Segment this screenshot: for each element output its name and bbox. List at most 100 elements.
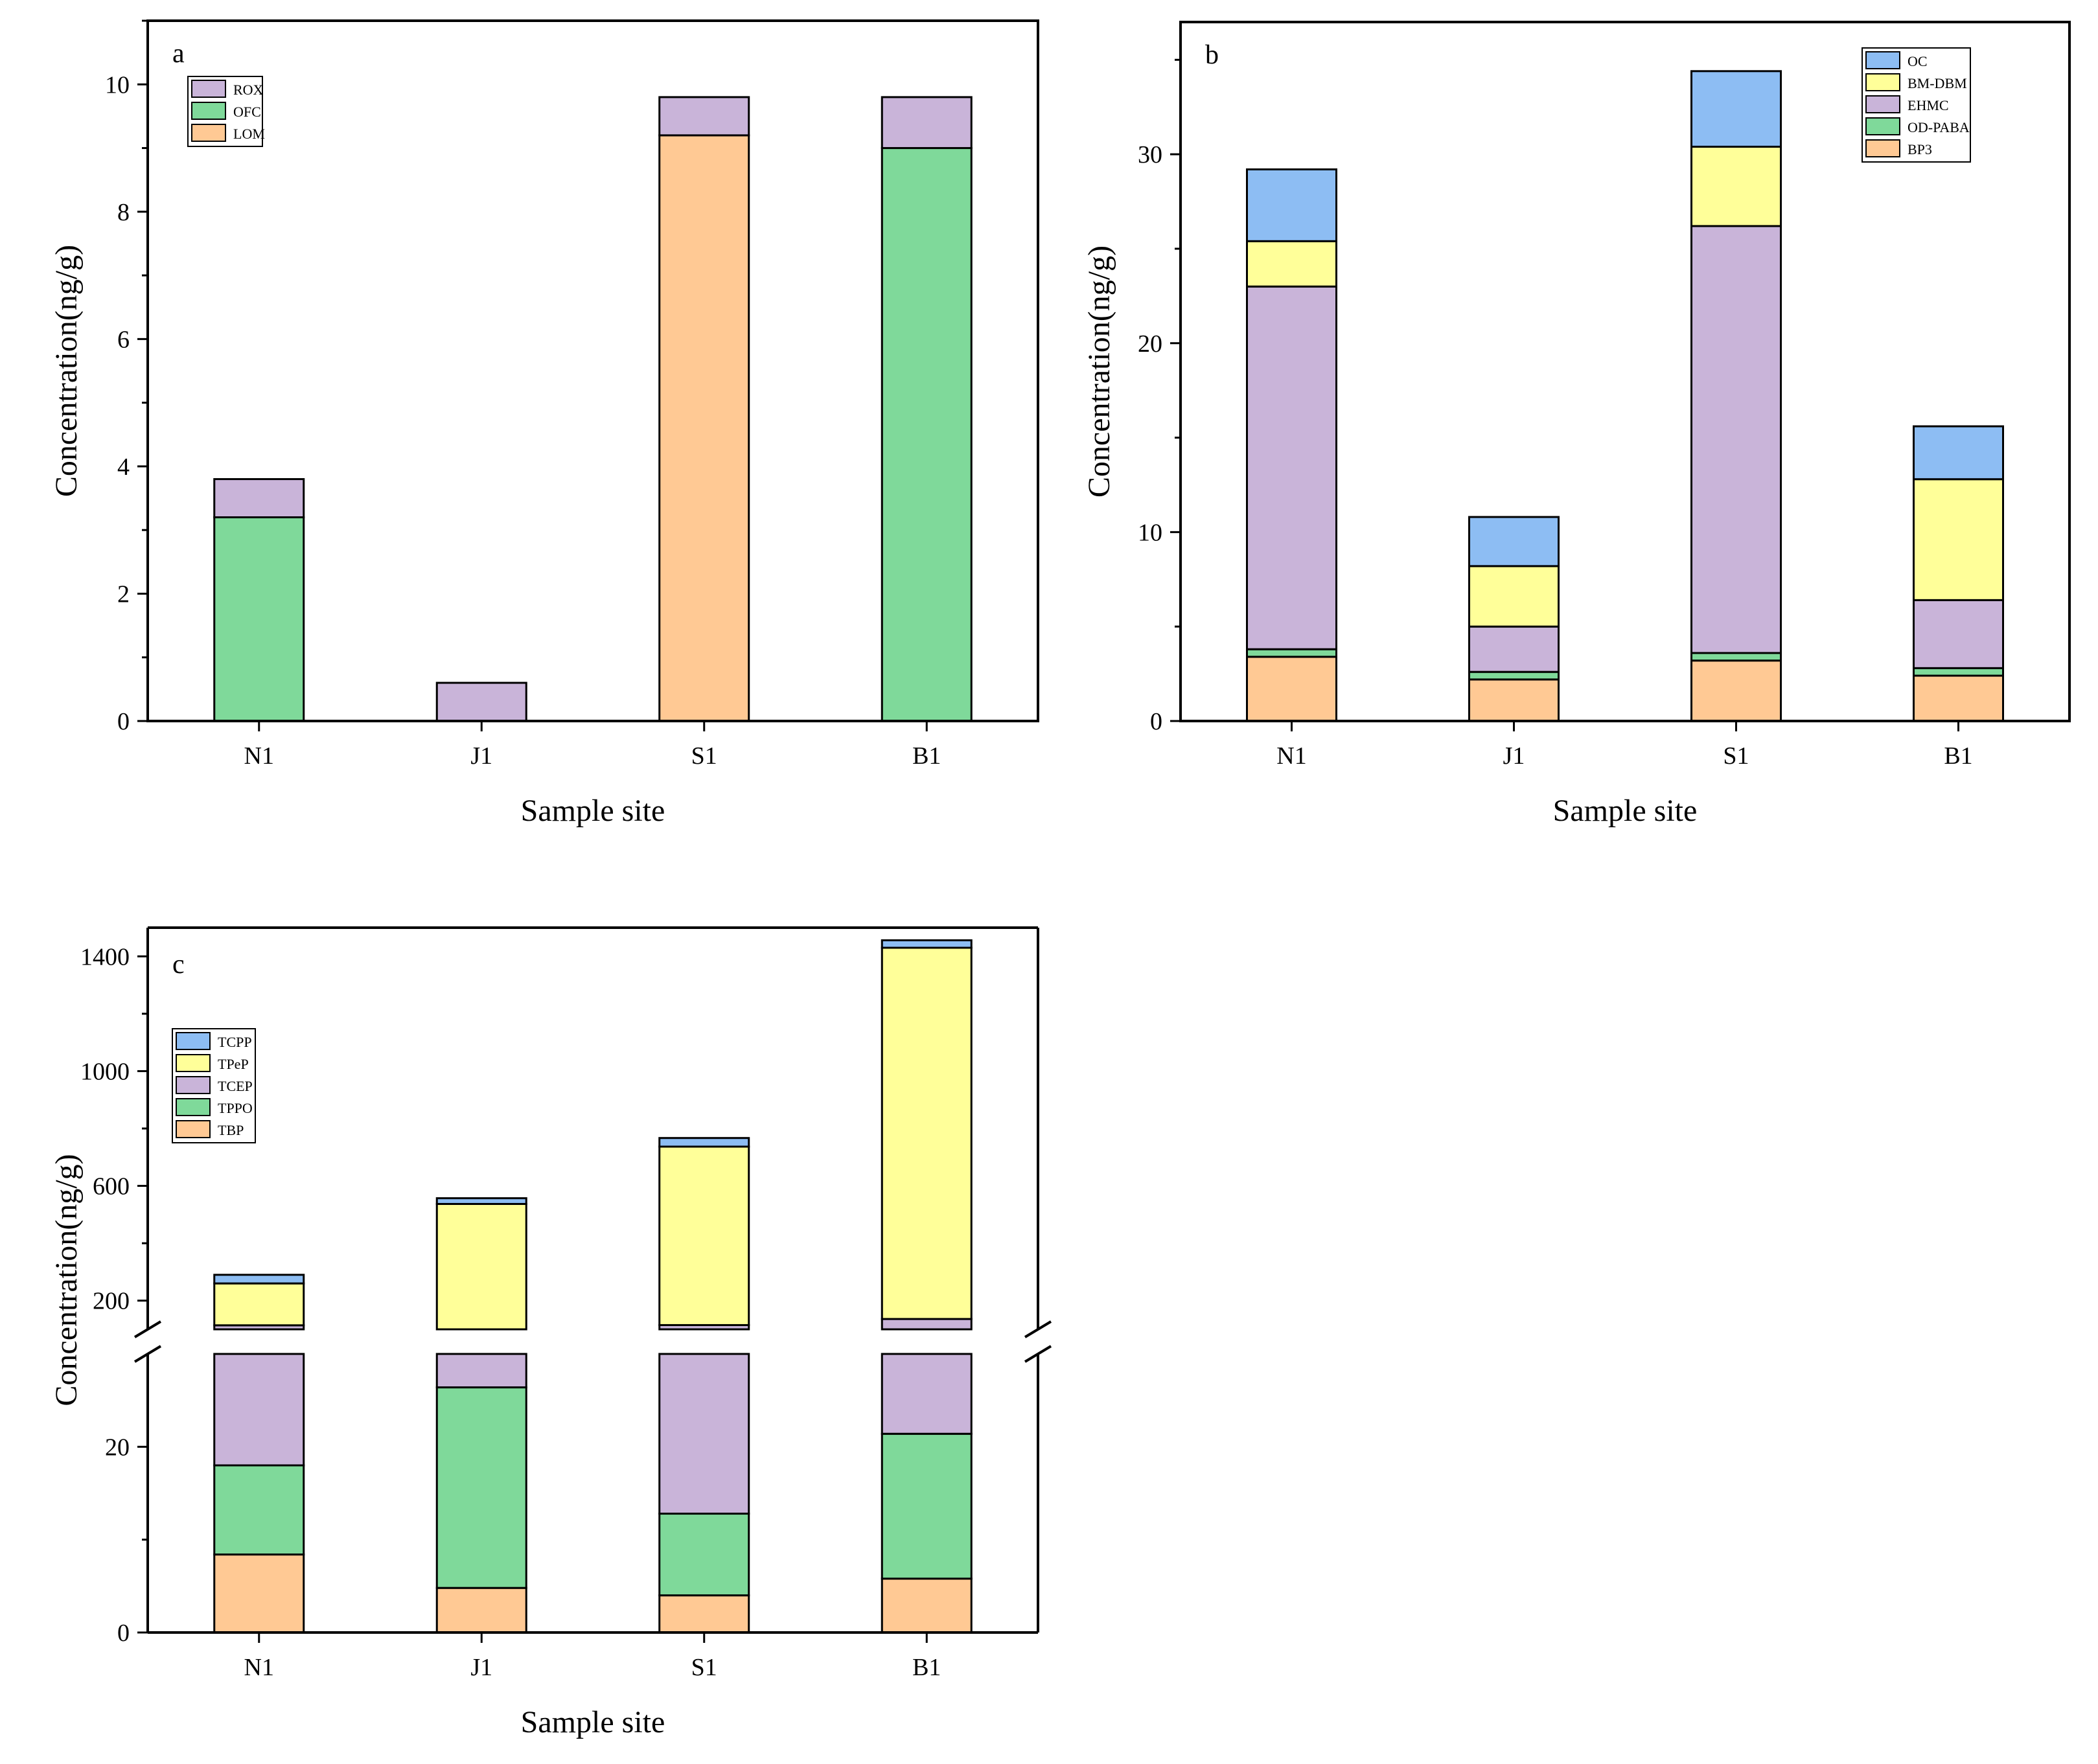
bar-b-S1-EHMC <box>1690 225 1782 654</box>
legend-label-c-TPeP: TPeP <box>218 1056 249 1072</box>
y-axis-title-a: Concentration(ng/g) <box>49 245 84 497</box>
legend-label-a-LOM: LOM <box>233 126 265 142</box>
legend-swatch-b-OC <box>1865 51 1900 69</box>
chart-panel-c: 200 600 1000 1400 0 20 N1 J1 S1 B1 c Sample site Con… <box>49 926 1064 1739</box>
bar-b-J1-OC <box>1468 516 1560 567</box>
bar-lower-c-N1-TCEP <box>213 1353 305 1467</box>
legend-swatch-a-LOM <box>191 124 226 142</box>
legend-label-a-ROX: ROX <box>233 82 264 98</box>
y-tick-label-upper-c-1400: 1400 <box>80 943 130 970</box>
panel-letter-b: b <box>1205 40 1219 70</box>
bar-b-J1-EHMC <box>1468 625 1560 673</box>
legend-label-b-EHMC: EHMC <box>1908 97 1949 113</box>
panel-letter-c: c <box>172 950 185 979</box>
bar-lower-c-J1-TCEP <box>435 1353 527 1389</box>
legend-label-b-OD-PABA: OD-PABA <box>1908 119 1970 135</box>
bar-lower-c-B1-TBP <box>881 1577 973 1634</box>
y-tick-label-lower-c-20: 20 <box>105 1434 130 1461</box>
bar-b-S1-BM-DBM <box>1690 145 1782 227</box>
bar-b-S1-BP3 <box>1690 659 1782 722</box>
x-tick-label-c-J1: J1 <box>470 1654 492 1681</box>
bar-upper-c-N1-TCPP <box>213 1274 305 1285</box>
bar-a-B1-OFC <box>881 147 973 722</box>
axis-break-band-c <box>122 1331 1064 1353</box>
y-tick-label-a-8: 8 <box>117 199 130 226</box>
legend-swatch-c-TPPO <box>176 1098 211 1116</box>
legend-swatch-c-TCEP <box>176 1076 211 1094</box>
x-tick-label-b-B1: B1 <box>1944 742 1972 770</box>
legend-label-b-OC: OC <box>1908 53 1928 69</box>
legend-swatch-b-BM-DBM <box>1865 73 1900 91</box>
bar-a-N1-ROX <box>213 478 305 519</box>
legend-swatch-c-TPeP <box>176 1054 211 1072</box>
x-tick-label-b-J1: J1 <box>1503 742 1525 770</box>
bar-b-N1-BM-DBM <box>1246 240 1337 288</box>
y-tick-label-a-0: 0 <box>117 708 130 735</box>
x-tick-label-a-S1: S1 <box>691 742 717 770</box>
legend-label-c-TBP: TBP <box>218 1122 244 1138</box>
x-tick-label-c-N1: N1 <box>244 1654 274 1681</box>
y-tick-label-a-4: 4 <box>117 453 130 481</box>
y-axis-title-b: Concentration(ng/g) <box>1082 246 1116 498</box>
bar-lower-c-N1-TBP <box>213 1553 305 1634</box>
bar-lower-c-B1-TPPO <box>881 1432 973 1580</box>
bar-b-N1-OC <box>1246 168 1337 242</box>
legend-label-a-OFC: OFC <box>233 104 261 120</box>
legend-swatch-c-TCPP <box>176 1032 211 1050</box>
y-tick-label-b-10: 10 <box>1138 519 1162 546</box>
bar-b-J1-BP3 <box>1468 678 1560 722</box>
bar-upper-c-B1-TCPP <box>881 939 973 949</box>
bar-a-N1-OFC <box>213 516 305 722</box>
y-tick-label-b-30: 30 <box>1138 141 1162 168</box>
bar-lower-c-J1-TPPO <box>435 1386 527 1589</box>
bar-b-S1-OD-PABA <box>1690 652 1782 662</box>
bar-upper-c-J1-TCPP <box>435 1197 527 1205</box>
y-tick-label-a-10: 10 <box>105 71 130 98</box>
y-tick-label-a-2: 2 <box>117 580 130 608</box>
bar-lower-c-N1-TPPO <box>213 1464 305 1556</box>
bar-upper-c-S1-TPeP <box>658 1145 750 1326</box>
legend-swatch-c-TBP <box>176 1120 211 1138</box>
bar-b-J1-BM-DBM <box>1468 565 1560 628</box>
legend-swatch-b-EHMC <box>1865 95 1900 113</box>
x-tick-label-c-B1: B1 <box>912 1654 941 1681</box>
bar-lower-c-S1-TPPO <box>658 1513 750 1597</box>
y-axis-title-c: Concentration(ng/g) <box>49 1154 84 1406</box>
x-axis-title-a: Sample site <box>521 794 665 828</box>
axis-break-mark-c-left-0 <box>133 1320 162 1338</box>
bar-a-J1-ROX <box>435 682 527 722</box>
bar-b-N1-EHMC <box>1246 285 1337 650</box>
panel-letter-a: a <box>172 39 185 69</box>
bar-a-S1-LOM <box>658 134 750 722</box>
x-tick-label-b-S1: S1 <box>1723 742 1749 770</box>
bar-upper-c-S1-TCPP <box>658 1137 750 1148</box>
bar-lower-c-S1-TCEP <box>658 1353 750 1515</box>
legend-label-b-BP3: BP3 <box>1908 141 1932 157</box>
bar-a-B1-ROX <box>881 96 973 150</box>
x-axis-title-b: Sample site <box>1553 794 1698 828</box>
plot-frame-a <box>146 19 1039 722</box>
y-tick-label-a-6: 6 <box>117 326 130 353</box>
legend-label-c-TCPP: TCPP <box>218 1034 252 1050</box>
bar-b-B1-OC <box>1913 425 2004 481</box>
bar-b-B1-BP3 <box>1913 674 2004 722</box>
bar-upper-c-J1-TPeP <box>435 1202 527 1331</box>
bar-b-N1-BP3 <box>1246 656 1337 722</box>
bar-b-B1-OD-PABA <box>1913 667 2004 677</box>
legend-label-c-TPPO: TPPO <box>218 1100 253 1116</box>
axis-break-mark-c-left-1 <box>133 1345 162 1363</box>
bar-b-S1-OC <box>1690 70 1782 148</box>
bar-a-S1-ROX <box>658 96 750 137</box>
bar-b-N1-OD-PABA <box>1246 648 1337 658</box>
chart-panel-a: 0 2 4 6 8 10 N1 J1 S1 B1 a Sample site Concentration… <box>49 19 1039 828</box>
axis-break-mark-c-right-1 <box>1024 1345 1052 1363</box>
x-tick-label-c-S1: S1 <box>691 1654 717 1681</box>
x-tick-label-b-N1: N1 <box>1276 742 1306 770</box>
y-tick-label-upper-c-200: 200 <box>93 1288 130 1315</box>
chart-panel-b: 0 10 20 30 N1 J1 S1 B1 b Sample site Concentration… <box>1082 21 2071 828</box>
y-tick-label-b-0: 0 <box>1150 708 1162 735</box>
legend-swatch-a-ROX <box>191 80 226 98</box>
legend-swatch-a-OFC <box>191 102 226 120</box>
legend-label-c-TCEP: TCEP <box>218 1078 253 1094</box>
